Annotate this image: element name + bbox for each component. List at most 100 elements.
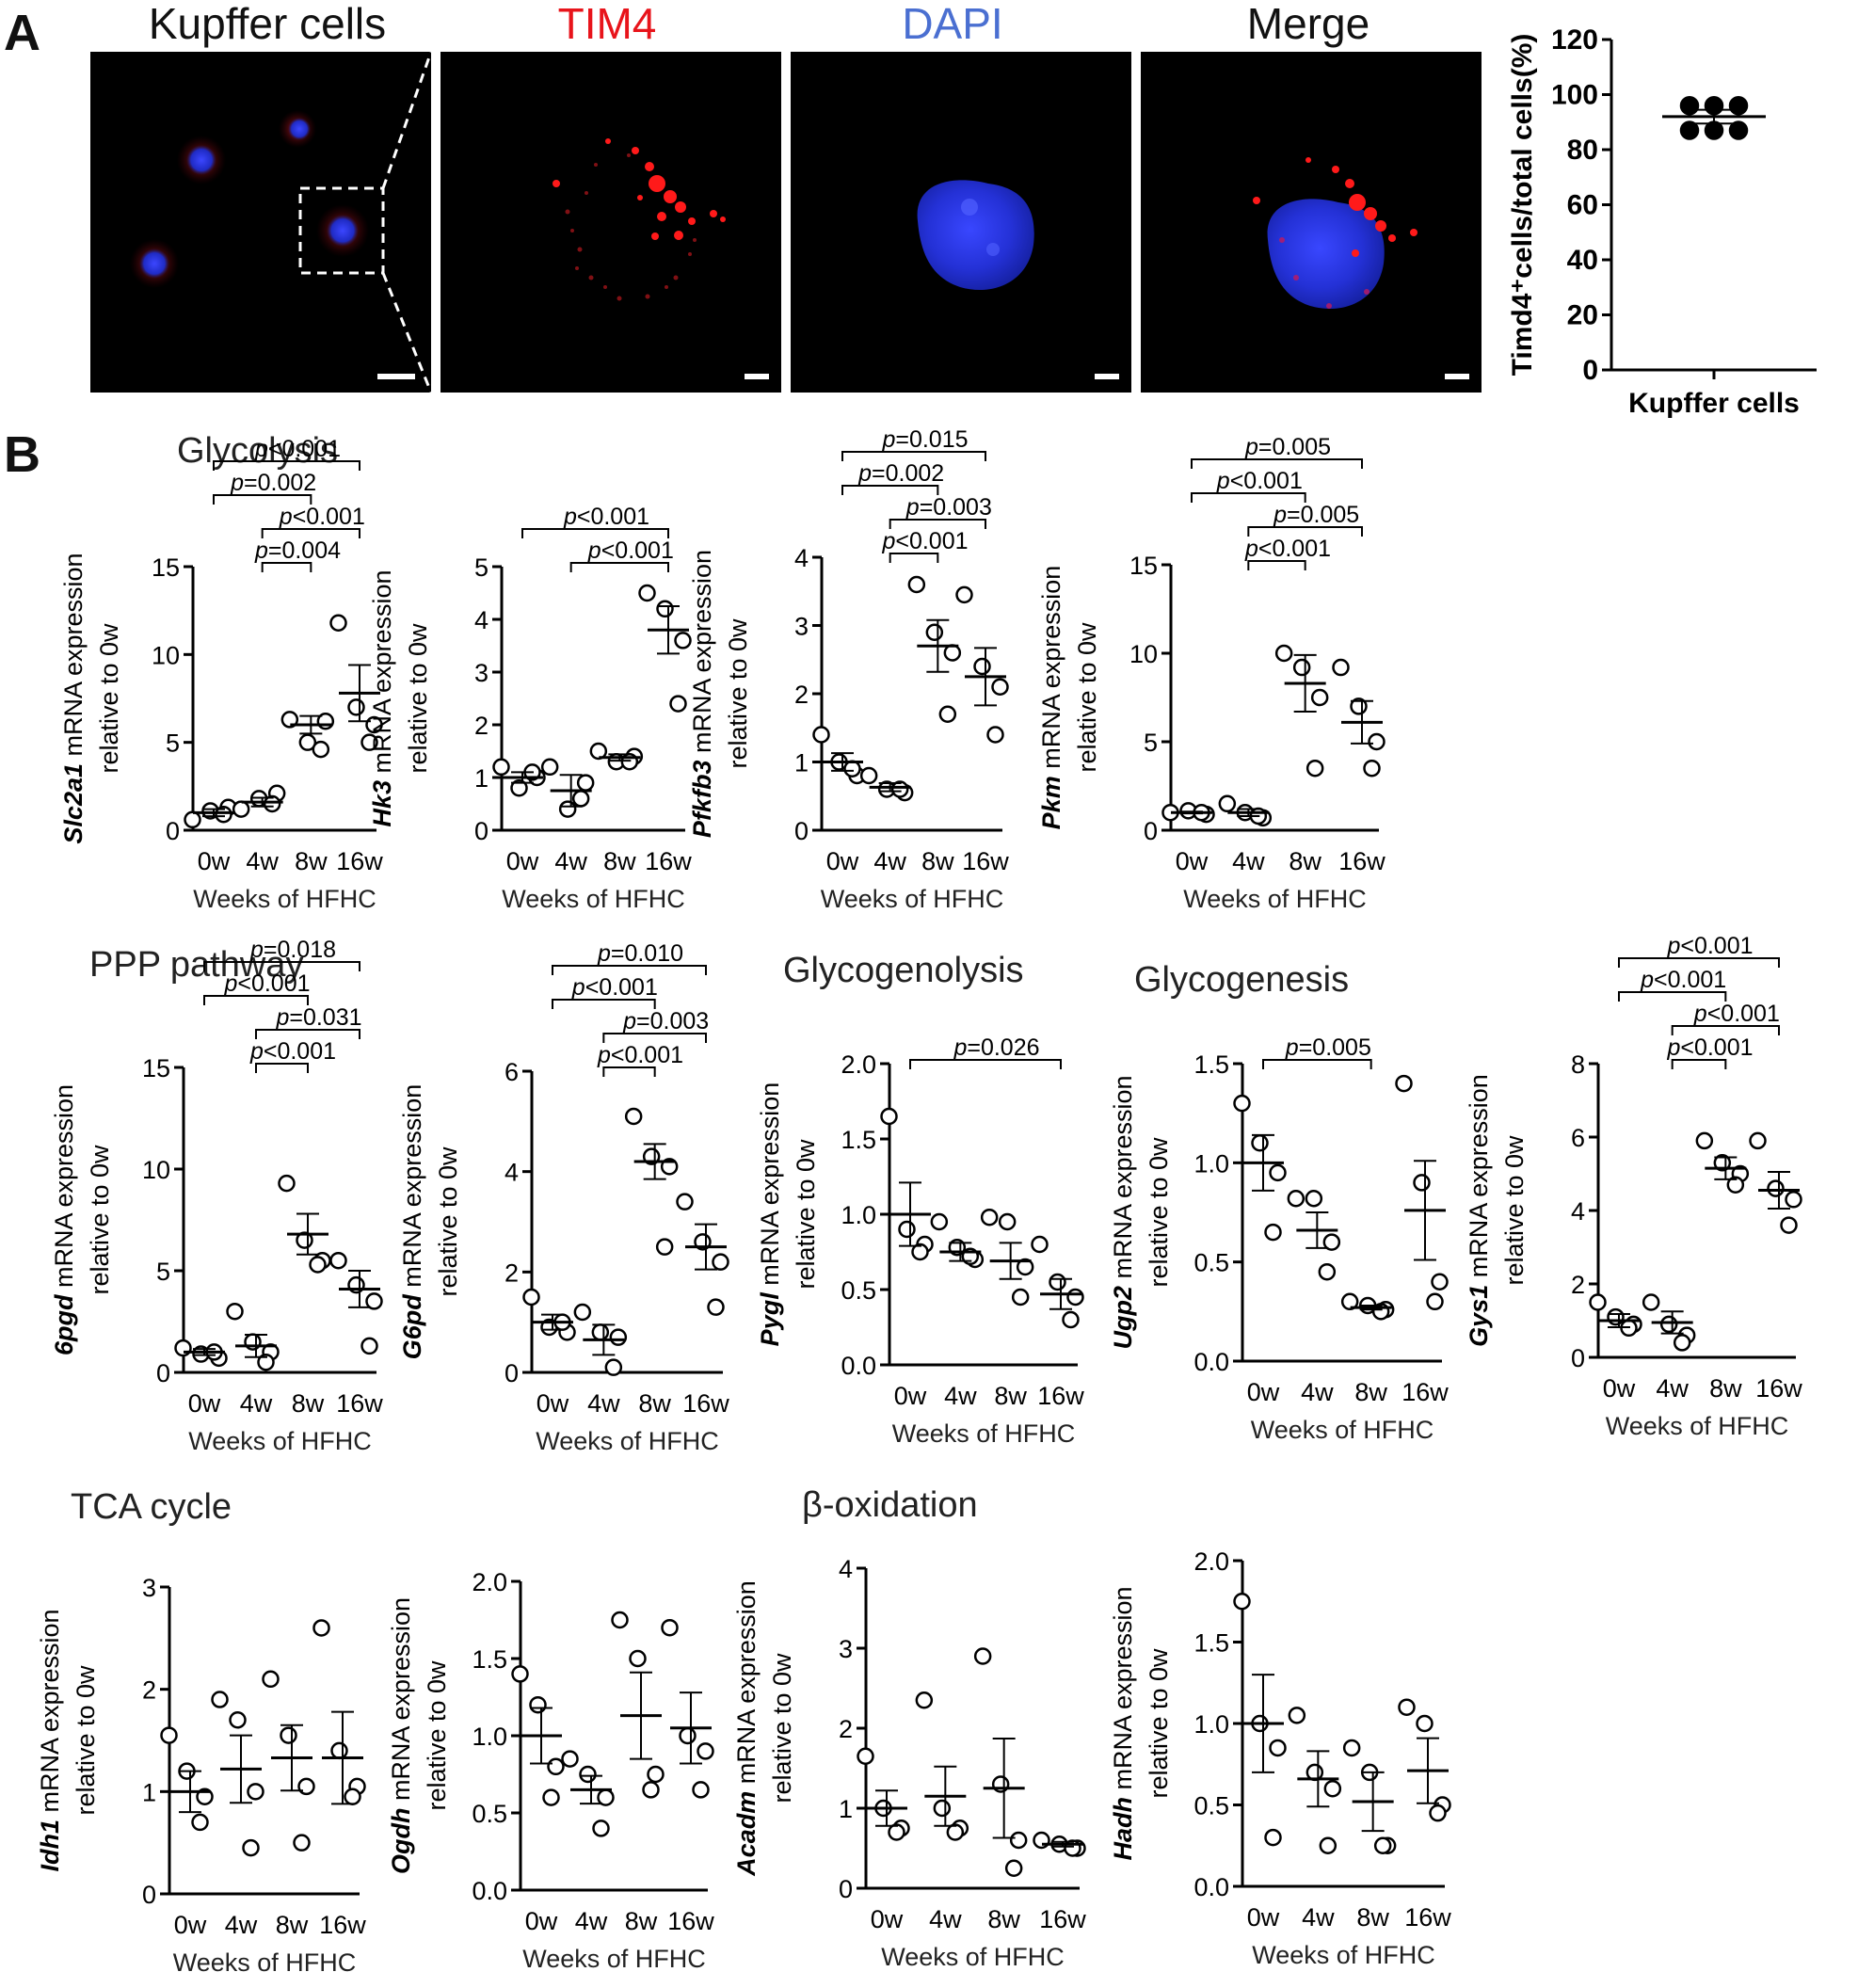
scale-bar	[377, 374, 415, 379]
data-point	[1679, 95, 1700, 116]
data-point	[712, 1253, 729, 1271]
data-point	[980, 1208, 999, 1226]
y-tick-label: 4	[505, 1159, 519, 1187]
micrograph-kupffer-overview	[90, 52, 431, 393]
p-value-label: p=0.018	[249, 937, 336, 963]
x-axis-title: Weeks of HFHC	[502, 885, 685, 913]
chart-ogdh: 0.0 0.5 1.0 1.5 2.0 0w 4w 8w 16w Weeks of HFHC Ogd…	[387, 1568, 714, 1973]
y-tick-label: 0	[142, 1881, 156, 1909]
data-point	[1305, 1190, 1323, 1208]
x-tick-label: 0w	[174, 1911, 207, 1939]
p-value-label: p=0.005	[1273, 502, 1359, 528]
y-tick-label: 0.0	[1193, 1348, 1229, 1376]
significance-bracket	[602, 1033, 707, 1043]
x-tick-label: 4w	[873, 847, 906, 875]
y-axis-title: Ogdh mRNA expression	[387, 1597, 415, 1874]
p-value-label: p<0.001	[254, 436, 341, 462]
p-value-label: p<0.001	[587, 537, 674, 564]
y-tick-label: 0	[166, 817, 180, 845]
chart-g6pd: 0 2 4 6 0w 4w 8w 16w Weeks of HFHC G6pd mRNA expr…	[398, 940, 729, 1455]
data-point	[955, 585, 973, 604]
data-point	[1642, 1293, 1660, 1311]
data-point	[1004, 1859, 1023, 1877]
y-tick-label: 2	[794, 681, 809, 709]
y-axis-title-rest: mRNA expression	[59, 553, 88, 763]
data-point	[1429, 1804, 1447, 1822]
y-tick-label: 4	[794, 544, 809, 572]
y-tick-label: 3	[142, 1574, 156, 1602]
significance-bracket	[1671, 1025, 1780, 1035]
data-point	[540, 758, 559, 777]
x-tick-label: 16w	[1338, 847, 1385, 875]
significance-bracket	[213, 494, 312, 505]
y-tick-label: 15	[1129, 552, 1158, 580]
y-tick-label: 100	[1551, 80, 1598, 111]
chart-hk3: 0 1 2 3 4 5 0w 4w 8w 16w Weeks of HFHC Hk3 mRNA exp…	[368, 504, 692, 913]
data-point	[298, 733, 317, 751]
y-axis-subtitle: relative to 0w	[792, 1139, 820, 1290]
data-point	[609, 1328, 628, 1346]
y-tick-label: 10	[152, 641, 180, 669]
x-tick-label: 8w	[292, 1389, 325, 1418]
y-tick-label: 0.0	[1193, 1873, 1229, 1901]
significance-bracket	[889, 519, 986, 529]
data-point	[191, 1813, 209, 1832]
y-axis-title: Pfkfb3 mRNA expression	[688, 550, 716, 838]
nucleus	[917, 180, 1034, 290]
data-point	[1292, 658, 1311, 677]
data-point	[280, 1726, 297, 1744]
data-point	[573, 1303, 592, 1322]
data-point	[1274, 644, 1293, 663]
y-tick-label: 40	[1567, 245, 1598, 276]
x-axis-title: Weeks of HFHC	[188, 1427, 372, 1455]
data-point	[1589, 1293, 1607, 1311]
y-axis-gene: G6pd	[398, 1294, 426, 1360]
x-axis-title: Weeks of HFHC	[522, 1945, 706, 1973]
scale-bar	[1445, 374, 1469, 379]
x-tick-label: 4w	[587, 1389, 620, 1418]
data-point	[1416, 1714, 1434, 1733]
chart-ugp2: 0.0 0.5 1.0 1.5 0w 4w 8w 16w Weeks of HFHC Ugp2 m…	[1109, 1034, 1449, 1444]
data-point	[880, 1107, 898, 1126]
x-tick-label: 16w	[645, 847, 692, 875]
data-point	[347, 698, 365, 716]
y-tick-label: 0.0	[472, 1877, 507, 1905]
p-value-label: p<0.001	[563, 504, 649, 530]
y-tick-label: 120	[1551, 24, 1598, 56]
x-tick-label: 0w	[198, 847, 231, 875]
data-point	[1305, 759, 1324, 778]
panel-label-b: B	[4, 426, 40, 483]
data-point	[1009, 1831, 1028, 1850]
micrograph-tim4-svg	[553, 138, 769, 379]
x-tick-label: 16w	[682, 1389, 729, 1418]
data-point	[229, 1711, 247, 1729]
x-tick-label: 16w	[1402, 1378, 1449, 1406]
section-title-glycogenesis: Glycogenesis	[1134, 960, 1350, 1000]
x-tick-label: 16w	[1755, 1374, 1802, 1403]
chart-acadm: 0 1 2 3 4 0w 4w 8w 16w Weeks of HFHC Acadm mRNA ex…	[732, 1555, 1086, 1971]
y-axis-gene: Slc2a1	[59, 763, 88, 844]
micrograph-dapi-svg	[917, 180, 1119, 379]
x-axis-title: Weeks of HFHC	[881, 1943, 1065, 1971]
p-value-label: p=0.010	[597, 940, 683, 967]
p-value-label: p=0.031	[275, 1004, 361, 1031]
y-axis-gene: Ugp2	[1109, 1286, 1137, 1350]
y-axis-subtitle: relative to 0w	[1073, 622, 1101, 773]
data-point	[561, 1750, 579, 1768]
data-point	[661, 1618, 679, 1637]
chart-pkm: 0 5 10 15 0w 4w 8w 16w Weeks of HFHC Pkm mRNA exp…	[1037, 434, 1385, 913]
x-tick-label: 8w	[638, 1389, 671, 1418]
data-point	[679, 1726, 697, 1745]
section-title-glycolysis: Glycolysis	[177, 431, 339, 471]
data-point	[888, 1823, 905, 1841]
significance-bracket	[1262, 1059, 1372, 1069]
data-point	[669, 695, 687, 713]
data-point	[1310, 688, 1329, 707]
data-point	[293, 1834, 311, 1852]
y-axis-title: Ugp2 mRNA expression	[1109, 1075, 1137, 1349]
y-axis-title-rest: mRNA expression	[756, 1082, 784, 1293]
significance-bracket	[213, 460, 360, 471]
significance-bracket	[909, 1059, 1062, 1069]
y-axis-gene: Pfkfb3	[688, 761, 716, 839]
y-axis-title-rest: mRNA expression	[1465, 1074, 1493, 1285]
